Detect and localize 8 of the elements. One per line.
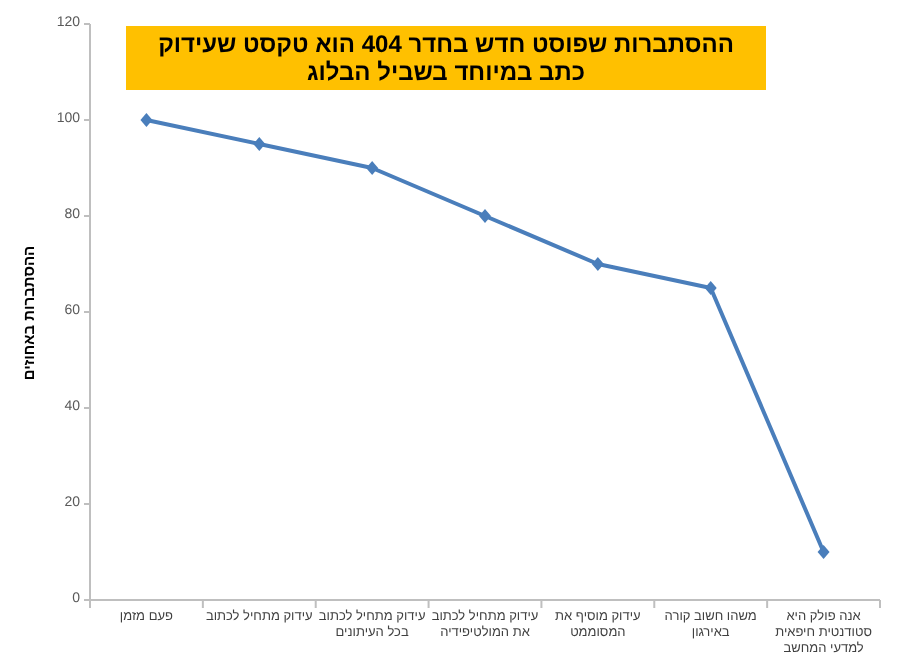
- point: [817, 545, 830, 559]
- point: [140, 113, 153, 127]
- point: [366, 161, 379, 175]
- point: [591, 257, 604, 271]
- point: [704, 281, 717, 295]
- text: ההסתברות שפוסט חדש בחדר 404 הוא טקסט שעידוק כתב במיוחד בשביל הבלוג: [126, 26, 766, 90]
- point: [479, 209, 491, 223]
- point: [253, 137, 266, 151]
